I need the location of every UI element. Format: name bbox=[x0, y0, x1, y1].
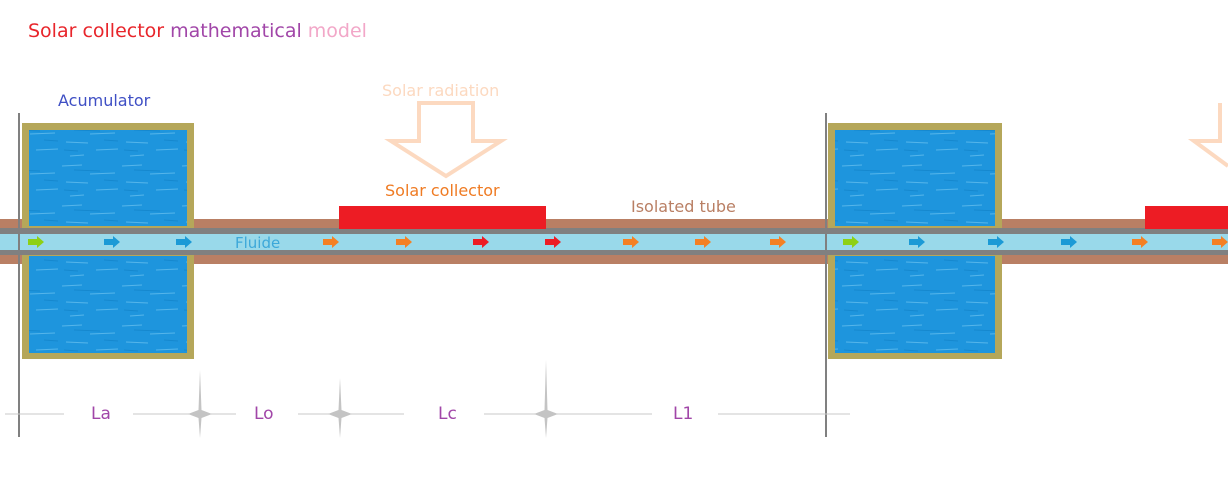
accumulator-label: Acumulator bbox=[58, 91, 151, 110]
isolated-tube-label: Isolated tube bbox=[631, 197, 736, 216]
solar-radiation-arrow-2 bbox=[1187, 103, 1228, 168]
solar-radiation-arrow-1 bbox=[384, 101, 508, 179]
title-word-solar-collector: Solar collector bbox=[28, 20, 164, 42]
dimension-tick-star bbox=[534, 360, 558, 438]
flow-arrow-orange bbox=[323, 236, 339, 248]
tank-2-water-bottom bbox=[835, 256, 995, 353]
flow-arrow-green bbox=[28, 236, 44, 248]
flow-arrow-blue bbox=[909, 236, 925, 248]
dimension-lc: Lc bbox=[438, 404, 457, 424]
title-word-model: model bbox=[308, 20, 367, 42]
flow-arrow-orange bbox=[623, 236, 639, 248]
dimension-tick-star bbox=[188, 370, 212, 438]
dimension-tick-star bbox=[328, 378, 352, 438]
solar-collector-1 bbox=[339, 206, 546, 229]
dimension-ticks bbox=[188, 360, 558, 438]
flow-arrow-blue bbox=[104, 236, 120, 248]
flow-arrow-red bbox=[473, 236, 489, 248]
flow-arrow-orange bbox=[1212, 236, 1228, 248]
tank-1-water-top bbox=[29, 130, 187, 226]
flow-arrows bbox=[28, 236, 1228, 248]
flow-arrow-red bbox=[545, 236, 561, 248]
flow-arrow-green bbox=[843, 236, 859, 248]
flow-arrow-blue bbox=[176, 236, 192, 248]
dimension-la: La bbox=[91, 404, 111, 424]
solar-radiation-label: Solar radiation bbox=[382, 81, 499, 100]
diagram-title: Solar collector mathematical model bbox=[28, 20, 367, 42]
tank-2-water-top bbox=[835, 130, 995, 226]
solar-collector-label: Solar collector bbox=[385, 181, 500, 200]
dimension-lo: Lo bbox=[254, 404, 274, 424]
title-word-mathematical: mathematical bbox=[170, 20, 302, 42]
tank-1-water-bottom bbox=[29, 256, 187, 353]
flow-arrow-orange bbox=[1132, 236, 1148, 248]
flow-arrow-blue bbox=[1061, 236, 1077, 248]
flow-arrow-orange bbox=[396, 236, 412, 248]
dimension-l1: L1 bbox=[673, 404, 693, 424]
solar-collector-2 bbox=[1145, 206, 1228, 229]
flow-arrow-orange bbox=[770, 236, 786, 248]
fluid-label: Fluide bbox=[235, 234, 280, 252]
flow-arrow-orange bbox=[695, 236, 711, 248]
flow-arrow-blue bbox=[988, 236, 1004, 248]
